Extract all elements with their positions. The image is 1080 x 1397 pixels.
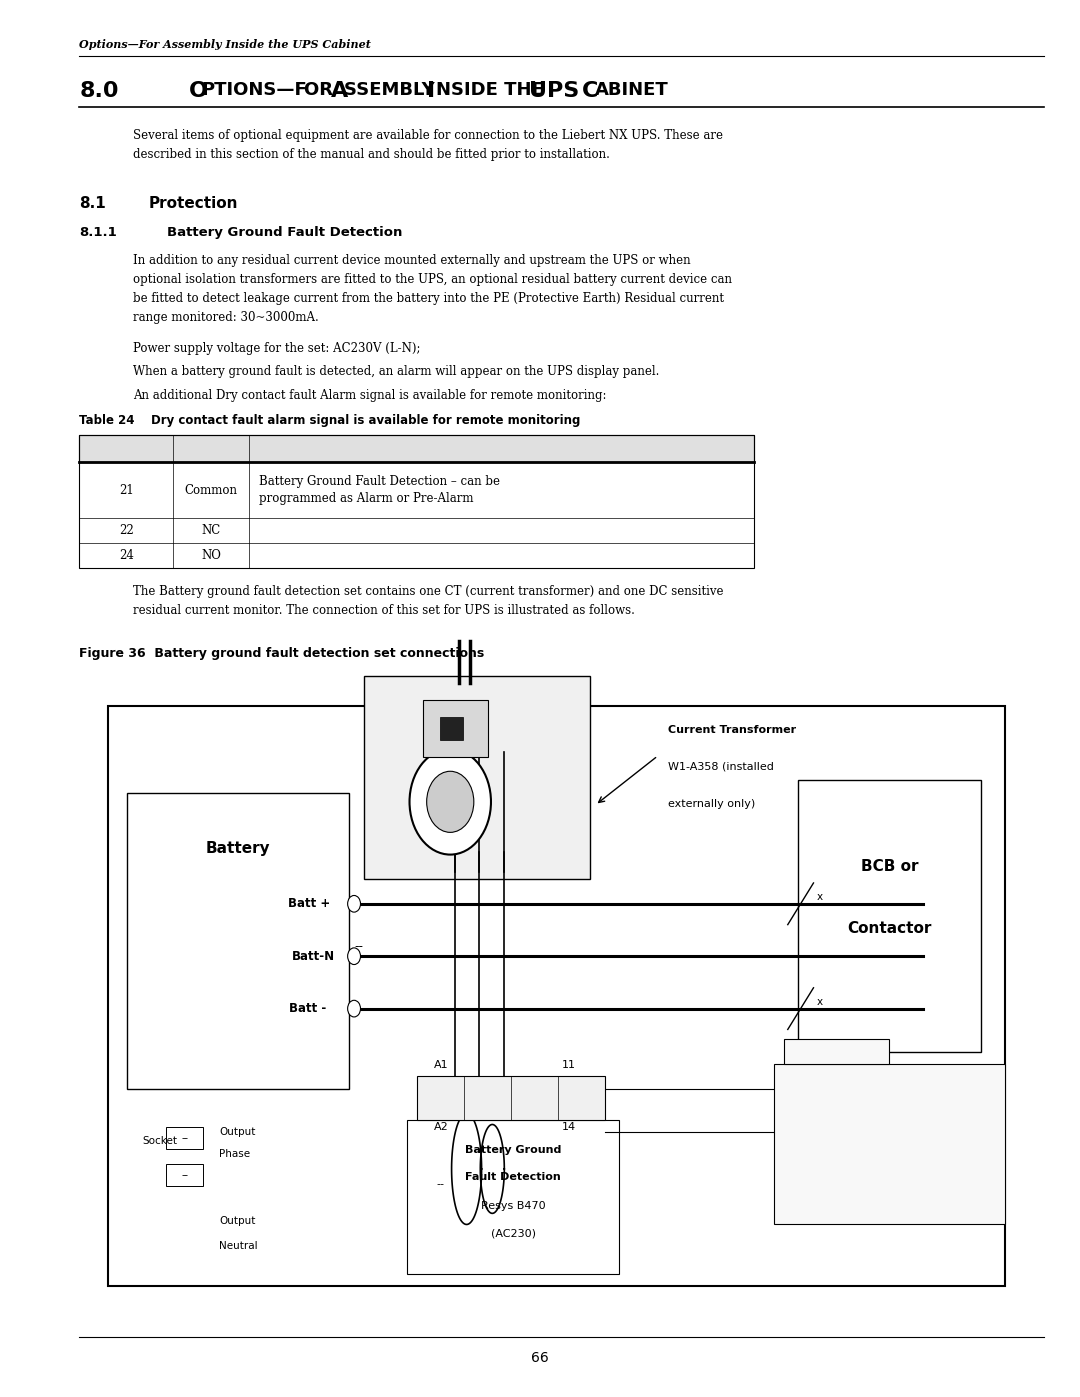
Text: Common: Common [185, 483, 238, 497]
Bar [417, 1077, 605, 1119]
Text: K2: K2 [481, 1092, 494, 1104]
Bar [127, 793, 349, 1088]
Text: K1: K1 [433, 1092, 447, 1104]
Text: I: I [428, 81, 435, 101]
Text: 66: 66 [531, 1351, 549, 1365]
Bar [798, 781, 981, 1052]
Text: Battery Ground: Battery Ground [465, 1146, 562, 1155]
Text: OR: OR [305, 81, 339, 99]
Bar [79, 434, 754, 462]
Text: Several items of optional equipment are available for connection to the Liebert : Several items of optional equipment are … [133, 129, 723, 161]
Bar [166, 1127, 203, 1150]
Text: Contactor: Contactor [847, 921, 932, 936]
Bar [166, 1164, 203, 1186]
Text: UPS: UPS [529, 81, 588, 101]
Text: 2: 2 [786, 1146, 794, 1155]
Text: SSEMBLY: SSEMBLY [343, 81, 441, 99]
Circle shape [348, 895, 361, 912]
Bar [784, 1039, 889, 1065]
Text: NO: NO [201, 549, 221, 562]
Text: The Battery ground fault detection set contains one CT (current transformer) and: The Battery ground fault detection set c… [133, 584, 724, 616]
Bar [773, 1065, 1005, 1224]
Text: +12V: +12V [806, 1091, 837, 1101]
Text: 21: 21 [119, 483, 134, 497]
Bar [440, 717, 463, 740]
Text: Options—For Assembly Inside the UPS Cabinet: Options—For Assembly Inside the UPS Cabi… [79, 39, 372, 50]
Text: NSIDE THE: NSIDE THE [436, 81, 550, 99]
Text: -U2: -U2 [827, 1076, 846, 1085]
Text: Socket: Socket [141, 1136, 177, 1146]
Text: externally only): externally only) [667, 799, 755, 809]
Text: Fault Detection: Fault Detection [465, 1172, 562, 1182]
Text: An additional Dry contact fault Alarm signal is available for remote monitoring:: An additional Dry contact fault Alarm si… [133, 388, 606, 402]
Text: I2: I2 [529, 1092, 539, 1104]
Text: Batt -: Batt - [289, 1002, 335, 1016]
Text: 8.1: 8.1 [79, 196, 106, 211]
Text: Monitor Board: Monitor Board [799, 1046, 874, 1056]
Text: A1: A1 [433, 1060, 448, 1070]
Text: IN DRY-X3: IN DRY-X3 [806, 1120, 856, 1130]
Text: When a battery ground fault is detected, an alarm will appear on the UPS display: When a battery ground fault is detected,… [133, 365, 659, 379]
Text: 8.1.1: 8.1.1 [79, 226, 117, 239]
Text: 22: 22 [119, 524, 134, 536]
Text: Phase: Phase [219, 1148, 251, 1158]
Text: --: -- [437, 1179, 445, 1189]
Text: PTIONS—F: PTIONS—F [201, 81, 307, 99]
Text: C: C [582, 81, 598, 101]
Text: I2: I2 [577, 1092, 586, 1104]
Text: A2: A2 [433, 1122, 448, 1132]
Text: x: x [816, 996, 823, 1007]
Text: 14: 14 [562, 1122, 577, 1132]
Text: ABINET: ABINET [595, 81, 669, 99]
Bar [364, 676, 591, 879]
Circle shape [348, 949, 361, 964]
Text: 24: 24 [119, 549, 134, 562]
Text: Batt-N: Batt-N [292, 950, 335, 963]
Text: Resys B470: Resys B470 [481, 1201, 545, 1211]
Text: Power supply voltage for the set: AC230V (L-N);: Power supply voltage for the set: AC230V… [133, 342, 420, 355]
Text: UPS: UPS [970, 1208, 993, 1218]
Text: Battery Ground Fault Detection: Battery Ground Fault Detection [167, 226, 403, 239]
Text: O: O [189, 81, 207, 101]
Text: Definition: Definition [259, 441, 325, 455]
Text: Output: Output [219, 1127, 255, 1137]
Text: --: -- [354, 940, 363, 954]
Text: Battery: Battery [206, 841, 271, 856]
Bar [407, 1119, 619, 1274]
Text: Protection: Protection [149, 196, 239, 211]
Text: NC: NC [201, 524, 220, 536]
Bar [423, 700, 488, 757]
Bar [108, 707, 1005, 1287]
Circle shape [427, 771, 474, 833]
Text: Battery Ground Fault Detection – can be
programmed as Alarm or Pre-Alarm: Battery Ground Fault Detection – can be … [259, 475, 500, 506]
Text: A: A [332, 81, 348, 101]
Circle shape [409, 749, 491, 855]
Text: (AC230): (AC230) [490, 1229, 536, 1239]
Text: --: -- [181, 1171, 188, 1180]
Text: In addition to any residual current device mounted externally and upstream the U: In addition to any residual current devi… [133, 254, 732, 324]
Text: BtG: BtG [786, 1180, 807, 1190]
Bar [79, 434, 754, 569]
Text: Current Transformer: Current Transformer [667, 725, 796, 735]
Text: W1-A358 (installed: W1-A358 (installed [667, 761, 773, 773]
Text: Figure 36  Battery ground fault detection set connections: Figure 36 Battery ground fault detection… [79, 647, 485, 661]
Text: x: x [816, 891, 823, 902]
Text: 8.0: 8.0 [79, 81, 119, 101]
Text: --: -- [181, 1133, 188, 1143]
Text: Neutral: Neutral [219, 1241, 258, 1250]
Text: Name: Name [192, 441, 230, 455]
Text: Table 24    Dry contact fault alarm signal is available for remote monitoring: Table 24 Dry contact fault alarm signal … [79, 414, 581, 427]
Text: Terminal: Terminal [98, 441, 154, 455]
Text: Batt +: Batt + [288, 897, 335, 911]
Text: 4: 4 [786, 1091, 795, 1101]
Text: Output: Output [219, 1217, 255, 1227]
Circle shape [348, 1000, 361, 1017]
Text: BCB or: BCB or [861, 859, 918, 875]
Text: 11: 11 [563, 1060, 576, 1070]
